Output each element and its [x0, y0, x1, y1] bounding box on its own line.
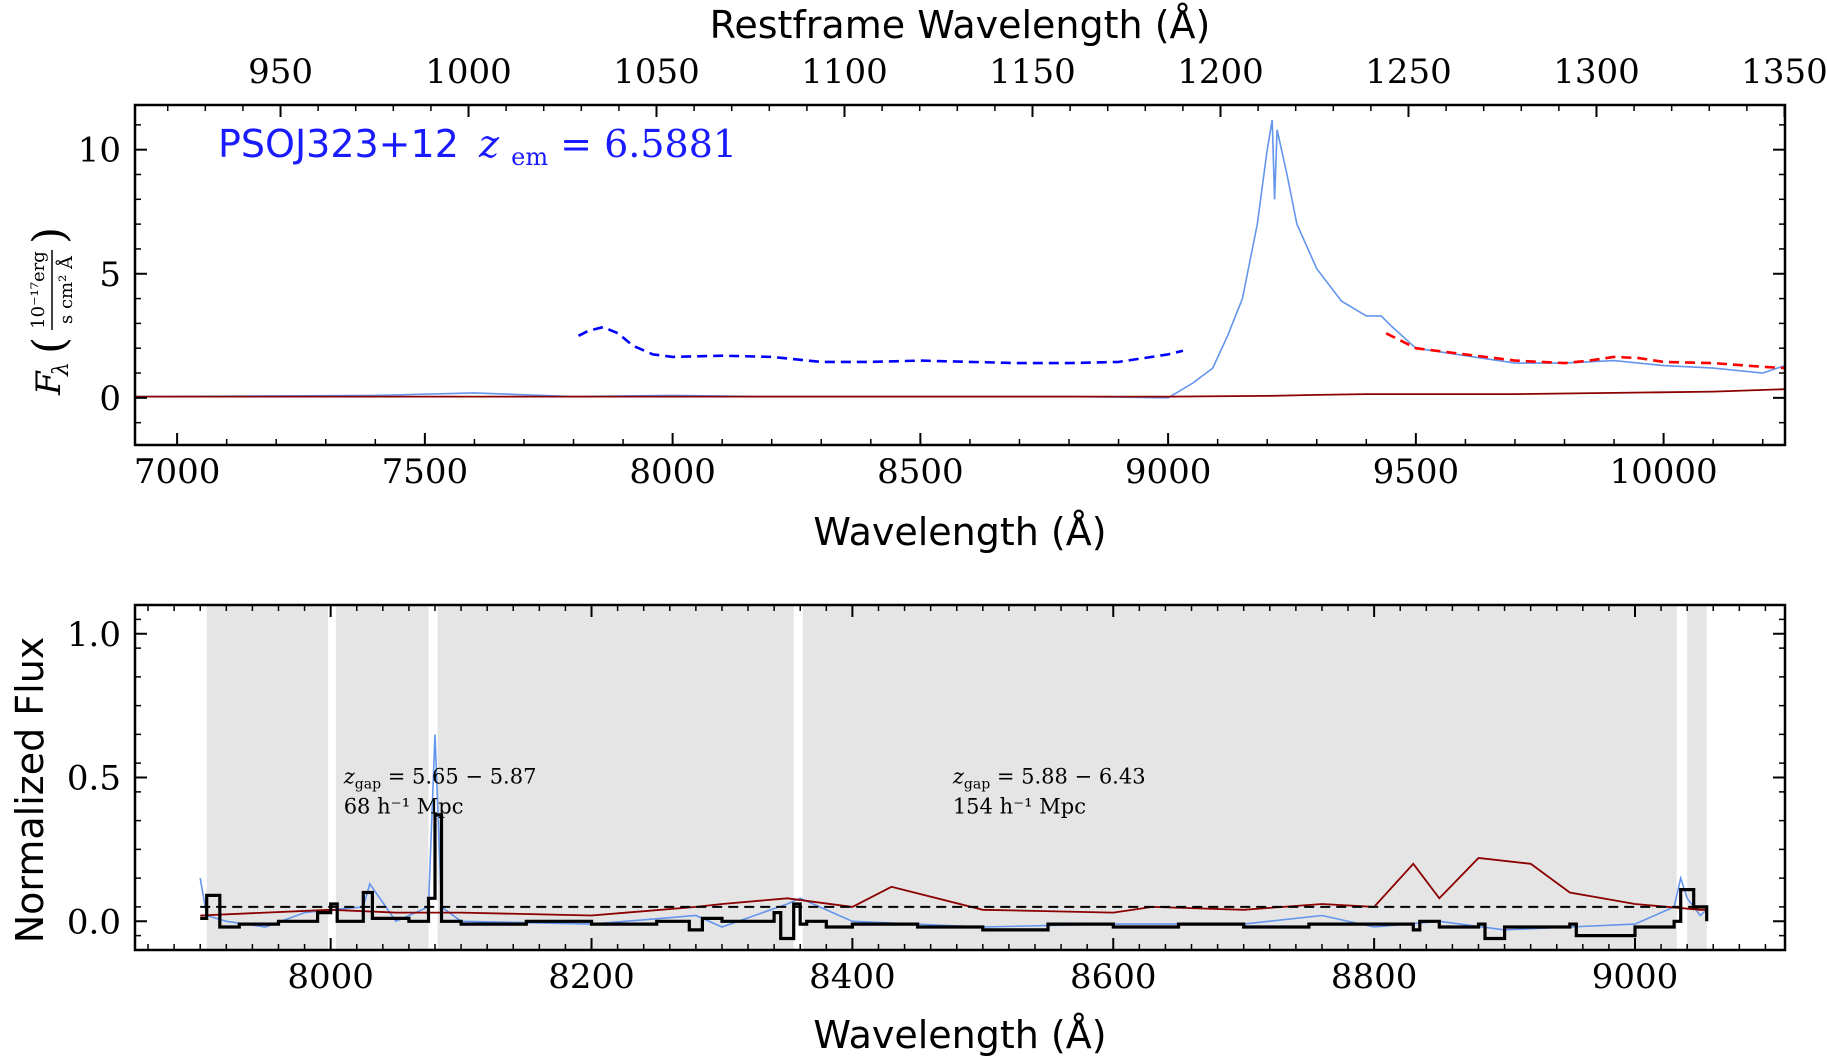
top-xtick-label: 7500	[382, 452, 469, 492]
gap-annotation-redshift: zgap = 5.65 − 5.87	[343, 765, 537, 793]
top-xtick-label: 10000	[1610, 452, 1718, 492]
top-y-axis-title: F λ ( 10⁻¹⁷erg s cm² Å )	[24, 227, 77, 396]
bottom-ytick-label: 1.0	[67, 615, 121, 655]
restframe-tick-label: 1150	[989, 52, 1076, 92]
svg-text:): )	[24, 227, 75, 244]
top-plot-area	[135, 119, 1785, 399]
bottom-series-error	[200, 857, 1707, 917]
svg-text:10⁻¹⁷erg: 10⁻¹⁷erg	[28, 251, 49, 329]
top-y-ticks: 0 5 10	[78, 124, 1785, 424]
top-xtick-label: 8000	[629, 452, 716, 492]
restframe-tick-label: 1200	[1177, 52, 1264, 92]
restframe-tick-label: 1050	[613, 52, 700, 92]
top-series-continuum	[1385, 332, 1785, 370]
top-series-model	[577, 325, 1184, 365]
top-x-axis-title: Wavelength (Å)	[813, 510, 1106, 554]
bottom-flux-series	[199, 734, 1709, 941]
restframe-tick-label: 1250	[1365, 52, 1452, 92]
top-panel: 7000 7500 8000 8500 9000 9500 10000 0 5 10 950 10…	[24, 3, 1827, 554]
bottom-xtick-label: 8000	[287, 957, 374, 997]
restframe-tick-label: 1300	[1553, 52, 1640, 92]
bottom-ytick-label: 0.0	[67, 902, 121, 942]
bottom-x-axis-title: Wavelength (Å)	[813, 1013, 1106, 1057]
top-axes-frame	[133, 103, 1787, 447]
gap-annotation-redshift: zgap = 5.88 − 6.43	[952, 765, 1146, 793]
gap-annotation-length: 154 h⁻¹ Mpc	[953, 795, 1086, 819]
gap-region	[802, 605, 1677, 950]
bottom-xtick-label: 8800	[1331, 957, 1418, 997]
bottom-xtick-label: 8600	[1070, 957, 1157, 997]
bottom-xtick-label: 8200	[548, 957, 635, 997]
gap-region	[335, 605, 429, 950]
bottom-series-flux	[199, 734, 1708, 931]
gap-regions	[206, 605, 1707, 950]
object-label: PSOJ323+12 z em = 6.5881	[218, 122, 737, 174]
top-xtick-label: 8500	[877, 452, 964, 492]
restframe-tick-label: 1350	[1741, 52, 1827, 92]
bottom-y-ticks: 0.0 0.5 1.0	[67, 615, 1785, 942]
top-ytick-label: 0	[99, 379, 121, 419]
bottom-panel: 8000 8200 8400 8600 8800 9000 0.0 0.5 1.0 zgap …	[8, 603, 1787, 1057]
svg-text:(: (	[24, 337, 75, 354]
top-series-error	[135, 388, 1785, 398]
gap-annotation-length: 68 h⁻¹ Mpc	[344, 795, 464, 819]
bottom-xtick-label: 9000	[1592, 957, 1679, 997]
bottom-y-axis-title: Normalized Flux	[8, 637, 52, 944]
top-xtick-label: 7000	[134, 452, 221, 492]
bottom-x-ticks: 8000 8200 8400 8600 8800 9000	[147, 605, 1767, 997]
svg-text:λ: λ	[49, 362, 74, 377]
top-xtick-label: 9000	[1125, 452, 1212, 492]
top-flux-series	[135, 119, 1785, 399]
gap-region	[206, 605, 329, 950]
top-xtick-label: 9500	[1373, 452, 1460, 492]
restframe-tick-label: 950	[248, 52, 313, 92]
restframe-x-ticks: 950 1000 1050 1100 1150 1200 1250 1300 1350	[166, 52, 1827, 117]
svg-text:F: F	[29, 370, 69, 396]
restframe-tick-label: 1100	[801, 52, 888, 92]
bottom-plot-area	[199, 605, 1709, 950]
gap-region	[1687, 605, 1707, 950]
restframe-tick-label: 1000	[425, 52, 512, 92]
bottom-xtick-label: 8400	[809, 957, 896, 997]
restframe-axis-title: Restframe Wavelength (Å)	[710, 3, 1211, 47]
top-x-ticks: 7000 7500 8000 8500 9000 9500 10000	[134, 433, 1764, 492]
top-ytick-label: 10	[78, 131, 121, 171]
bottom-series-binned	[200, 813, 1709, 941]
svg-text:s cm² Å: s cm² Å	[55, 255, 77, 324]
bottom-ytick-label: 0.5	[67, 759, 121, 799]
gap-region	[437, 605, 794, 950]
top-ytick-label: 5	[99, 255, 121, 295]
